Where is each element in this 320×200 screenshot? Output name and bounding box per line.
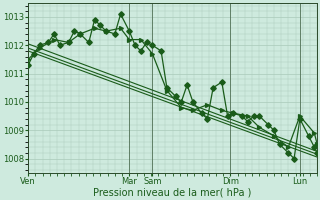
X-axis label: Pression niveau de la mer( hPa ): Pression niveau de la mer( hPa ) bbox=[93, 187, 252, 197]
